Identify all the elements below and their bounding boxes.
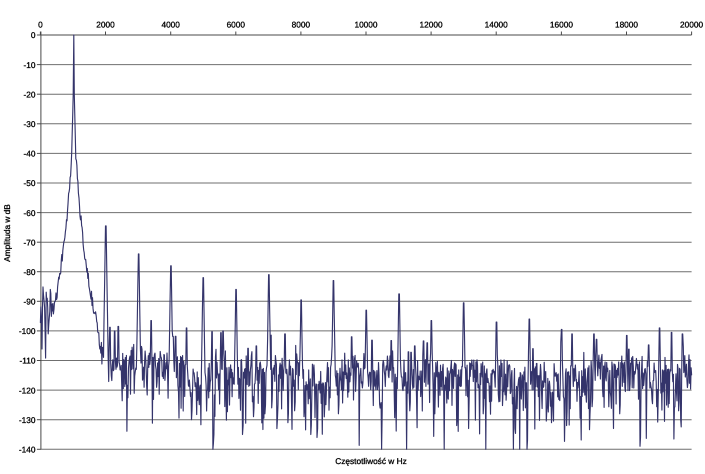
- svg-text:8000: 8000: [292, 19, 311, 29]
- svg-text:-10: -10: [24, 60, 36, 70]
- svg-text:-30: -30: [24, 119, 36, 129]
- svg-text:-80: -80: [24, 267, 36, 277]
- svg-text:-20: -20: [24, 89, 36, 99]
- svg-text:-90: -90: [24, 297, 36, 307]
- svg-text:0: 0: [31, 30, 36, 40]
- svg-text:-110: -110: [20, 356, 36, 366]
- svg-text:-120: -120: [19, 385, 36, 395]
- svg-text:-50: -50: [24, 178, 36, 188]
- svg-text:-100: -100: [19, 326, 36, 336]
- svg-text:14000: 14000: [485, 19, 508, 29]
- svg-text:12000: 12000: [420, 19, 443, 29]
- svg-text:-40: -40: [24, 149, 36, 159]
- svg-text:-140: -140: [19, 445, 36, 455]
- svg-text:Amplituda w dB: Amplituda w dB: [2, 204, 12, 262]
- svg-text:4000: 4000: [161, 19, 180, 29]
- svg-text:-60: -60: [24, 208, 36, 218]
- svg-text:-130: -130: [19, 415, 36, 425]
- svg-text:10000: 10000: [354, 19, 377, 29]
- svg-text:2000: 2000: [96, 19, 115, 29]
- svg-text:20000: 20000: [680, 19, 703, 29]
- svg-text:18000: 18000: [615, 19, 638, 29]
- svg-text:0: 0: [38, 19, 43, 29]
- svg-text:-70: -70: [24, 237, 36, 247]
- svg-text:6000: 6000: [227, 19, 246, 29]
- svg-text:Częstotliwość w Hz: Częstotliwość w Hz: [335, 456, 406, 466]
- svg-text:16000: 16000: [550, 19, 573, 29]
